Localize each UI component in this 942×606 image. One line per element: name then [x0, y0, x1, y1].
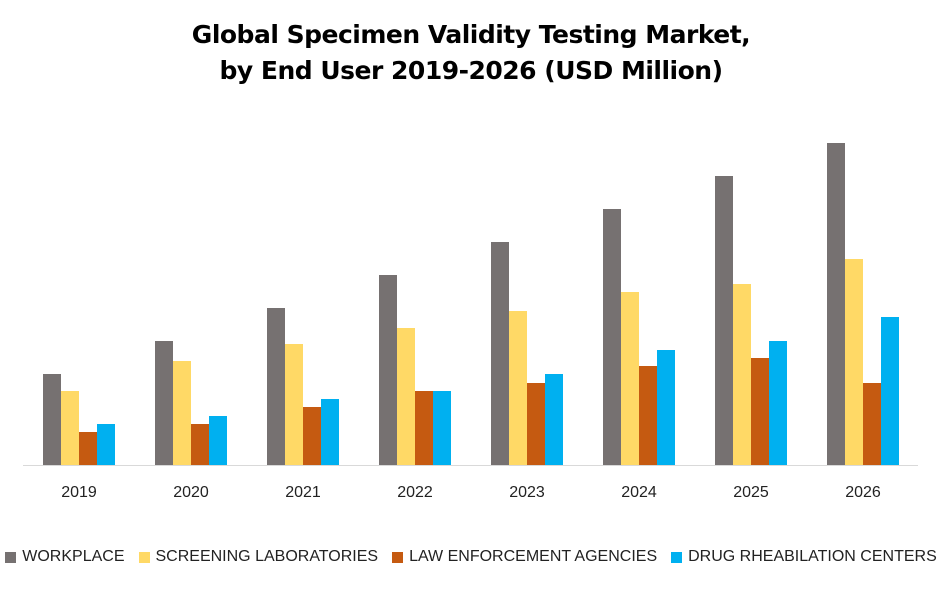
legend-swatch	[392, 551, 404, 563]
bar-law-enforcement-agencies-2026	[863, 383, 881, 465]
bar-workplace-2023	[491, 242, 509, 465]
bar-law-enforcement-agencies-2020	[191, 424, 209, 465]
legend-swatch	[138, 551, 150, 563]
x-tick-label: 2024	[621, 484, 657, 501]
bar-screening-laboratories-2021	[285, 344, 303, 465]
legend-item: DRUG RHEABILATION CENTERS	[671, 548, 937, 566]
legend-swatch	[5, 551, 17, 563]
bar-workplace-2021	[267, 308, 285, 465]
bar-law-enforcement-agencies-2023	[527, 383, 545, 465]
bar-drug-rheabilation-centers-2019	[97, 424, 115, 465]
bar-screening-laboratories-2022	[397, 328, 415, 465]
x-tick-label: 2020	[173, 484, 209, 501]
bar-drug-rheabilation-centers-2026	[881, 317, 899, 465]
bar-workplace-2026	[827, 143, 845, 465]
legend-label: LAW ENFORCEMENT AGENCIES	[409, 548, 658, 565]
bar-drug-rheabilation-centers-2021	[321, 399, 339, 465]
legend-label: WORKPLACE	[22, 548, 125, 565]
bar-drug-rheabilation-centers-2022	[433, 391, 451, 465]
bar-law-enforcement-agencies-2025	[751, 358, 769, 465]
legend-label: SCREENING LABORATORIES	[155, 548, 379, 565]
bar-workplace-2019	[43, 374, 61, 465]
bar-workplace-2022	[379, 275, 397, 465]
legend-item: SCREENING LABORATORIES	[138, 548, 379, 566]
bar-drug-rheabilation-centers-2024	[657, 350, 675, 465]
bar-screening-laboratories-2019	[61, 391, 79, 465]
bar-law-enforcement-agencies-2021	[303, 407, 321, 465]
bar-drug-rheabilation-centers-2023	[545, 374, 563, 465]
bar-screening-laboratories-2025	[733, 284, 751, 465]
bar-drug-rheabilation-centers-2020	[209, 416, 227, 465]
bar-workplace-2020	[155, 341, 173, 465]
bar-law-enforcement-agencies-2022	[415, 391, 433, 465]
legend-item: WORKPLACE	[5, 548, 125, 566]
bar-workplace-2025	[715, 176, 733, 465]
bar-screening-laboratories-2020	[173, 361, 191, 465]
bar-workplace-2024	[603, 209, 621, 465]
x-tick-label: 2026	[845, 484, 881, 501]
bar-screening-laboratories-2026	[845, 259, 863, 465]
x-tick-label: 2019	[61, 484, 97, 501]
bar-screening-laboratories-2024	[621, 292, 639, 465]
bar-screening-laboratories-2023	[509, 311, 527, 465]
bar-drug-rheabilation-centers-2025	[769, 341, 787, 465]
x-tick-label: 2022	[397, 484, 433, 501]
legend-item: LAW ENFORCEMENT AGENCIES	[392, 548, 657, 566]
chart-title-line2: by End User 2019-2026 (USD Million)	[219, 56, 723, 85]
x-tick-label: 2021	[285, 484, 321, 501]
legend: WORKPLACE SCREENING LABORATORIES LAW ENFOR…	[0, 548, 942, 566]
chart-title-line1: Global Specimen Validity Testing Market,	[191, 20, 751, 49]
x-tick-label: 2025	[733, 484, 769, 501]
legend-swatch	[671, 551, 683, 563]
bar-law-enforcement-agencies-2024	[639, 366, 657, 465]
x-tick-label: 2023	[509, 484, 545, 501]
bar-law-enforcement-agencies-2019	[79, 432, 97, 465]
legend-label: DRUG RHEABILATION CENTERS	[688, 548, 937, 565]
